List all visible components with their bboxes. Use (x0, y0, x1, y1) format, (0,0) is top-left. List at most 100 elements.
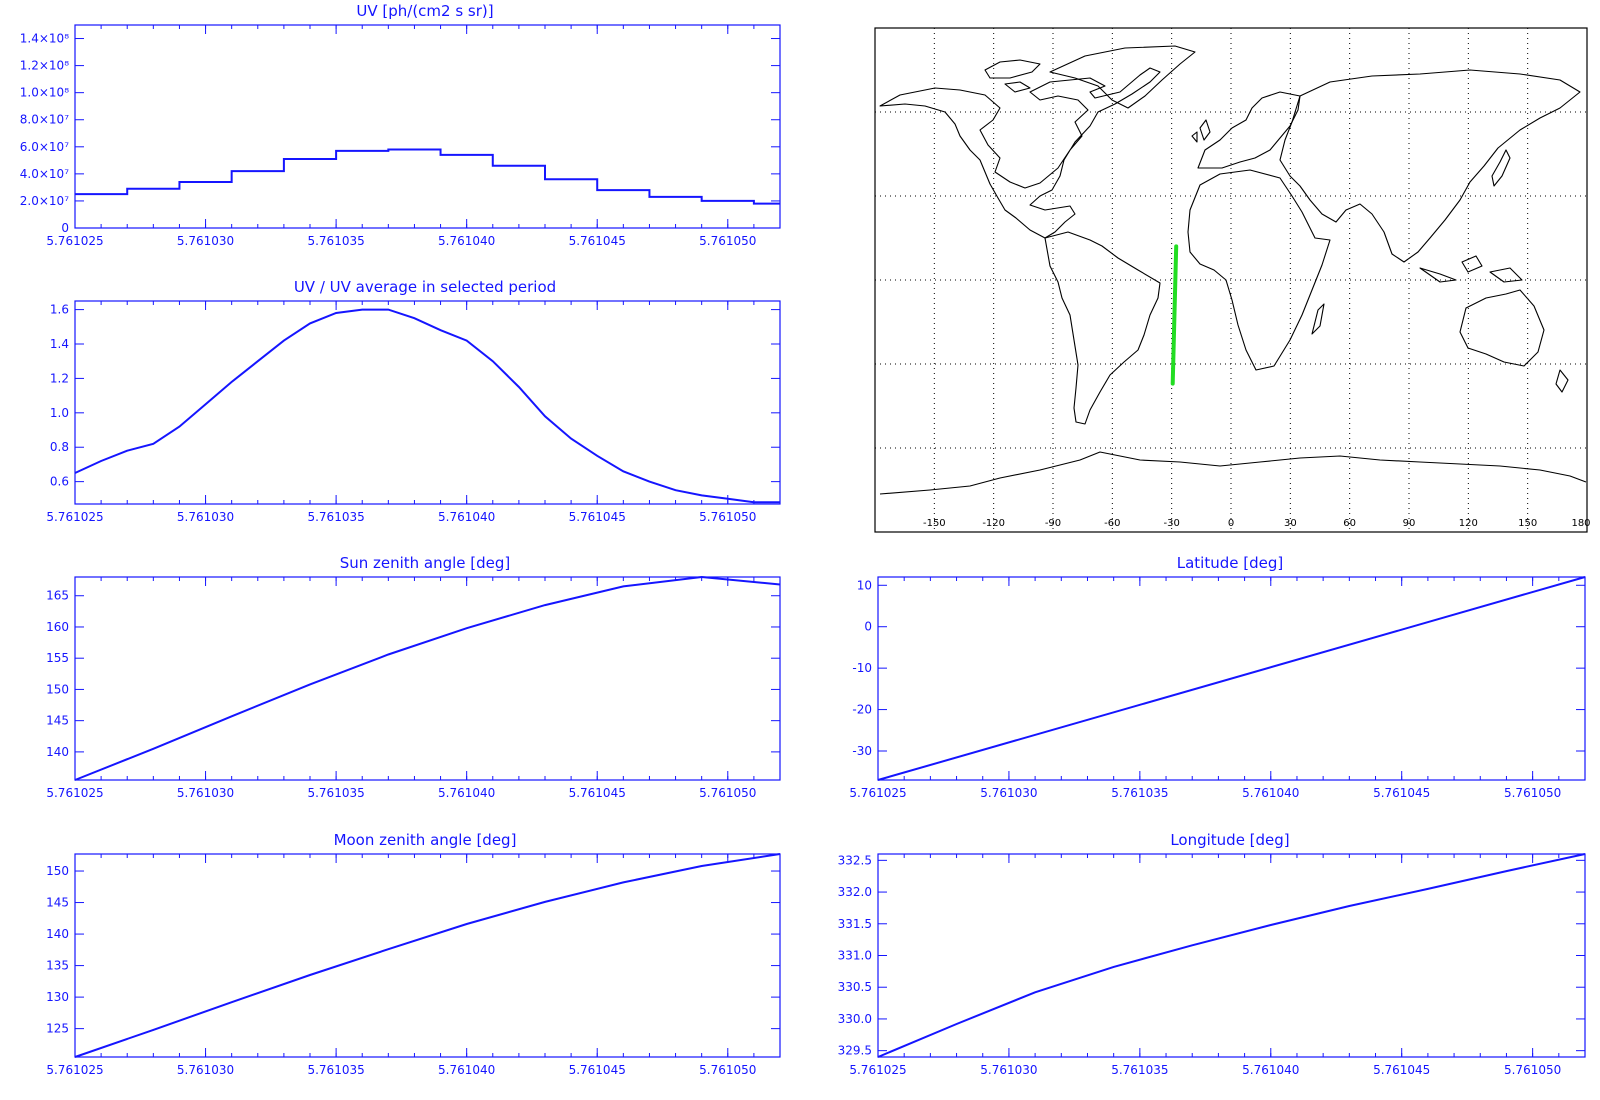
y-tick-label: 150 (46, 682, 69, 696)
uv-ratio-series-line (74, 308, 780, 504)
y-tick-label: 1.4 (50, 337, 69, 351)
y-tick-label: 0 (864, 620, 872, 634)
y-tick-label: 130 (46, 990, 69, 1004)
x-tick-label: 5.761040 (438, 1063, 495, 1077)
north-america-coastline (879, 67, 1161, 239)
sun-zenith-panel: Sun zenith angle [deg] 5.761025 5.761030 5… (46, 554, 781, 800)
x-tick-label: 5.761030 (177, 786, 234, 800)
x-tick-label: 5.761025 (46, 786, 103, 800)
x-tick-label: 5.761030 (980, 786, 1037, 800)
x-tick-label: 5.761035 (307, 786, 364, 800)
moon-zenith-panel: Moon zenith angle [deg] 5.761025 5.761030… (46, 831, 781, 1077)
x-tick-label: 5.761045 (1373, 786, 1430, 800)
sun-zenith-title: Sun zenith angle [deg] (340, 554, 511, 572)
x-tick-label: 5.761030 (177, 1063, 234, 1077)
x-tick-label: 5.761050 (699, 234, 756, 248)
sun-zenith-series-line (74, 575, 781, 781)
y-tick-label: 331.0 (838, 949, 872, 963)
moon-zenith-plot-frame (74, 853, 781, 1058)
y-tick-label: -30 (852, 744, 872, 758)
uv-ticks: 5.761025 5.761030 5.761035 5.761040 5.761045… (20, 25, 781, 248)
y-tick-label: -10 (852, 661, 872, 675)
uv-title: UV [ph/(cm2 s sr)] (356, 2, 493, 20)
indonesia-coastline (1419, 255, 1523, 283)
y-tick-label: 145 (46, 896, 69, 910)
y-tick-label: 0.8 (50, 440, 69, 454)
map-longitude-tick-label: -90 (1045, 518, 1061, 529)
uv-ratio-plot-frame (74, 300, 781, 505)
map-longitude-tick-label: 120 (1459, 518, 1478, 529)
uv-ratio-ticks: 5.761025 5.761030 5.761035 5.761040 5.761045… (46, 301, 781, 524)
japan-coastline (1491, 149, 1511, 187)
sun-zenith-plot-frame (74, 576, 781, 781)
uv-plot-frame (74, 24, 781, 229)
madagascar-coastline (1311, 303, 1325, 335)
x-tick-label: 5.761035 (307, 234, 364, 248)
x-tick-label: 5.761025 (46, 510, 103, 524)
y-tick-label: 332.0 (838, 885, 872, 899)
sun-zenith-ticks: 5.761025 5.761030 5.761035 5.761040 5.761045… (46, 577, 781, 800)
coastlines (879, 45, 1587, 495)
map-longitude-tick-label: 30 (1284, 518, 1297, 529)
y-tick-label: 150 (46, 864, 69, 878)
y-tick-label: 4.0×10⁷ (20, 167, 69, 181)
x-tick-label: 5.761050 (1504, 786, 1561, 800)
map-longitude-tick-label: 0 (1228, 518, 1234, 529)
y-tick-label: 1.2×10⁸ (20, 59, 69, 73)
british-isles-coastline (1191, 119, 1211, 143)
arctic-islands-coastline (984, 59, 1041, 93)
latitude-ticks: 5.761025 5.761030 5.761035 5.761040 5.761045… (849, 577, 1586, 800)
uv-ratio-panel: UV / UV average in selected period 5.761… (46, 278, 781, 524)
y-tick-label: 1.0 (50, 406, 69, 420)
latitude-plot-frame (877, 576, 1586, 781)
asia-coastline (1279, 69, 1581, 263)
uv-ratio-title: UV / UV average in selected period (294, 278, 556, 296)
x-tick-label: 5.761040 (438, 510, 495, 524)
y-tick-label: 8.0×10⁷ (20, 113, 69, 127)
longitude-panel: Longitude [deg] 5.761025 5.761030 5.761035… (838, 831, 1586, 1077)
x-tick-label: 5.761025 (849, 786, 906, 800)
africa-coastline (1187, 169, 1331, 371)
moon-zenith-ticks: 5.761025 5.761030 5.761035 5.761040 5.761045… (46, 854, 781, 1077)
y-tick-label: 330.5 (838, 980, 872, 994)
x-tick-label: 5.761035 (1111, 786, 1168, 800)
latitude-panel: Latitude [deg] 5.761025 5.761030 5.761035 5… (849, 554, 1586, 800)
longitude-title: Longitude [deg] (1170, 831, 1289, 849)
y-tick-label: 1.6 (50, 303, 69, 317)
y-tick-label: 2.0×10⁷ (20, 194, 69, 208)
x-tick-label: 5.761030 (177, 510, 234, 524)
latitude-title: Latitude [deg] (1177, 554, 1283, 572)
map-longitude-tick-label: -60 (1104, 518, 1120, 529)
x-tick-label: 5.761040 (1242, 1063, 1299, 1077)
x-tick-label: 5.761035 (1111, 1063, 1168, 1077)
y-tick-label: 135 (46, 959, 69, 973)
x-tick-label: 5.761045 (569, 234, 626, 248)
x-tick-label: 5.761030 (980, 1063, 1037, 1077)
map-longitude-tick-label: 60 (1343, 518, 1356, 529)
x-tick-label: 5.761030 (177, 234, 234, 248)
y-tick-label: 165 (46, 589, 69, 603)
antarctica-coastline (879, 451, 1587, 495)
uv-series-line (75, 148, 780, 205)
y-tick-label: 1.4×10⁸ (20, 32, 69, 46)
x-tick-label: 5.761040 (438, 786, 495, 800)
x-tick-label: 5.761025 (46, 1063, 103, 1077)
y-tick-label: 329.5 (838, 1044, 872, 1058)
south-america-coastline (1044, 231, 1161, 425)
x-tick-label: 5.761045 (569, 510, 626, 524)
y-tick-label: -20 (852, 703, 872, 717)
x-tick-label: 5.761035 (307, 1063, 364, 1077)
y-tick-label: 0 (61, 221, 69, 235)
map-longitude-tick-label: 180 (1571, 518, 1590, 529)
x-tick-label: 5.761040 (1242, 786, 1299, 800)
map-longitude-tick-label: -30 (1163, 518, 1179, 529)
y-tick-label: 330.0 (838, 1012, 872, 1026)
x-tick-label: 5.761050 (699, 786, 756, 800)
x-tick-label: 5.761045 (569, 1063, 626, 1077)
greenland-coastline (1049, 45, 1196, 109)
y-tick-label: 1.0×10⁸ (20, 86, 69, 100)
australia-coastline (1459, 289, 1545, 367)
y-tick-label: 140 (46, 927, 69, 941)
x-tick-label: 5.761035 (307, 510, 364, 524)
